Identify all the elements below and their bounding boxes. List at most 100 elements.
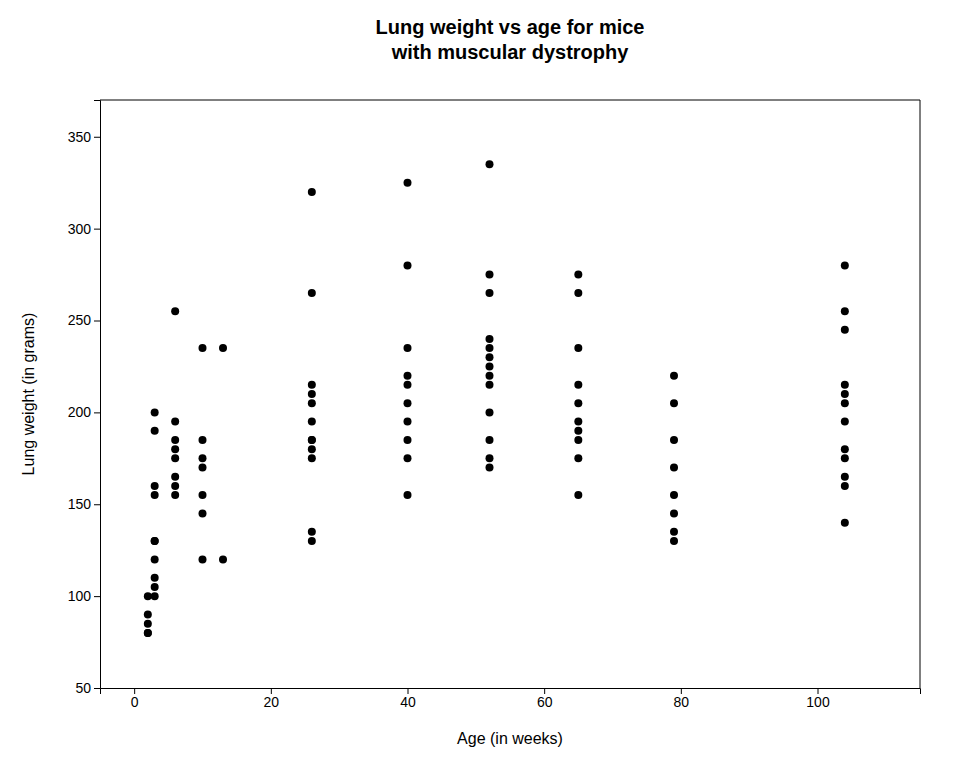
point	[841, 390, 849, 398]
y-tick-label: 350	[68, 129, 92, 145]
point	[171, 491, 179, 499]
point	[841, 326, 849, 334]
point	[171, 436, 179, 444]
plot-frame	[100, 100, 920, 101]
point	[219, 555, 227, 563]
point	[171, 445, 179, 453]
point	[404, 418, 412, 426]
point	[171, 482, 179, 490]
y-tick-mark	[94, 596, 100, 597]
point	[841, 519, 849, 527]
y-tick: 300	[68, 221, 100, 237]
point	[841, 445, 849, 453]
y-tick-mark	[94, 137, 100, 138]
y-tick: 250	[68, 312, 100, 328]
point	[574, 436, 582, 444]
point	[144, 592, 152, 600]
y-tick: 350	[68, 129, 100, 145]
point	[171, 473, 179, 481]
y-tick-label: 100	[68, 588, 92, 604]
point	[486, 271, 494, 279]
point	[171, 307, 179, 315]
point	[151, 555, 159, 563]
point	[308, 445, 316, 453]
point	[151, 482, 159, 490]
point	[841, 418, 849, 426]
point	[574, 344, 582, 352]
y-tick-mark	[94, 321, 100, 322]
y-tick: 200	[68, 404, 100, 420]
point	[841, 307, 849, 315]
point	[574, 418, 582, 426]
point	[151, 427, 159, 435]
point	[308, 399, 316, 407]
point	[670, 399, 678, 407]
x-tick-label: 60	[537, 694, 553, 710]
point	[151, 574, 159, 582]
point	[404, 344, 412, 352]
point	[574, 381, 582, 389]
point	[670, 509, 678, 517]
y-tick: 50	[75, 680, 100, 696]
point	[574, 454, 582, 462]
point	[308, 436, 316, 444]
y-tick-mark	[94, 229, 100, 230]
point	[486, 362, 494, 370]
point	[486, 335, 494, 343]
point	[144, 611, 152, 619]
x-tick: 40	[400, 688, 416, 710]
y-tick-label: 200	[68, 404, 92, 420]
point	[670, 464, 678, 472]
y-tick-label: 300	[68, 221, 92, 237]
y-tick-mark	[94, 688, 100, 689]
point	[574, 271, 582, 279]
title-line: Lung weight vs age for mice	[376, 16, 645, 38]
x-tick-label: 20	[264, 694, 280, 710]
y-tick-mark	[94, 504, 100, 505]
y-tick-label: 250	[68, 312, 92, 328]
point	[486, 464, 494, 472]
y-tick-label: 50	[75, 680, 91, 696]
y-tick: 150	[68, 496, 100, 512]
x-tick: 0	[131, 688, 139, 710]
points	[144, 160, 849, 637]
point	[841, 473, 849, 481]
point	[486, 160, 494, 168]
point	[670, 436, 678, 444]
x-axis-label: Age (in weeks)	[457, 730, 563, 747]
chart: 02040608010050100150200250300350Lung wei…	[0, 0, 960, 768]
point	[308, 381, 316, 389]
point	[404, 454, 412, 462]
title-line: with muscular dystrophy	[391, 41, 630, 63]
point	[171, 454, 179, 462]
point	[404, 436, 412, 444]
point	[574, 399, 582, 407]
x-tick-label: 0	[131, 694, 139, 710]
y-tick-label: 150	[68, 496, 92, 512]
title: Lung weight vs age for mice with muscular…	[376, 16, 645, 63]
point	[199, 436, 207, 444]
x-axis-line	[101, 689, 921, 695]
point	[171, 418, 179, 426]
point	[151, 537, 159, 545]
point	[151, 592, 159, 600]
point	[151, 537, 159, 545]
x-tick-label: 40	[400, 694, 416, 710]
point	[199, 555, 207, 563]
x-tick: 20	[264, 688, 280, 710]
point	[670, 528, 678, 536]
point	[486, 353, 494, 361]
point	[574, 491, 582, 499]
point	[308, 528, 316, 536]
point	[841, 454, 849, 462]
y-tick-mark	[94, 412, 100, 413]
point	[841, 399, 849, 407]
point	[841, 482, 849, 490]
point	[404, 491, 412, 499]
plot-frame	[920, 100, 921, 688]
y-axis: 50 100 150 200 250 300 350	[68, 101, 101, 696]
point	[308, 390, 316, 398]
plot: 02040608010050100150200250300350	[68, 100, 921, 710]
point	[670, 491, 678, 499]
point	[199, 464, 207, 472]
